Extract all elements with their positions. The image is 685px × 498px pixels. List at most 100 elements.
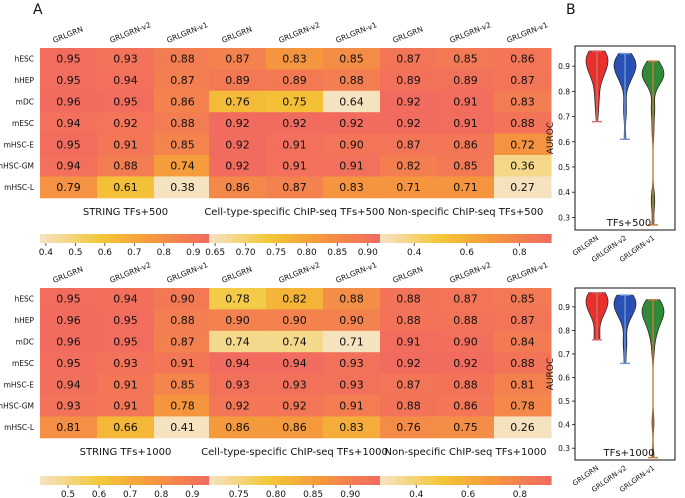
colorbar-segment — [499, 476, 506, 485]
colorbar-segment — [528, 476, 535, 485]
colorbar-tick-label: 0.6 — [461, 490, 476, 498]
heatmap-cell-value: 0.27 — [510, 181, 535, 194]
row-label: mDC — [16, 338, 34, 347]
heatmap-cell-value: 0.83 — [339, 181, 364, 194]
colorbar-segment — [62, 234, 70, 243]
heatmap-cell-value: 0.88 — [453, 314, 478, 327]
heatmap-cell — [266, 133, 324, 156]
heatmap-cell — [380, 176, 438, 199]
heatmap-title: STRING TFs+1000 — [80, 447, 172, 458]
heatmap-cell-value: 0.64 — [339, 96, 364, 109]
colorbar-segment — [193, 234, 201, 243]
heatmap-cell — [40, 69, 98, 92]
colorbar-segment — [114, 234, 121, 243]
heatmap-cell — [323, 69, 381, 92]
heatmap-cell — [494, 112, 552, 135]
heatmap-cell — [40, 416, 98, 439]
colorbar-segment — [482, 234, 489, 243]
heatmap-cell — [154, 112, 212, 135]
colorbar-tick-label: 0.6 — [460, 248, 475, 258]
colorbar-segment — [254, 234, 261, 243]
heatmap-cell — [266, 90, 324, 113]
heatmap-cell-value: 0.86 — [225, 181, 250, 194]
heatmap-cell-value: 0.76 — [225, 96, 250, 109]
heatmap-cell-value: 0.88 — [113, 160, 138, 173]
heatmap-cell — [494, 155, 552, 177]
heatmap-cell-value: 0.95 — [56, 357, 81, 370]
row-label: mESC — [12, 119, 34, 128]
colorbar-segment — [465, 476, 472, 485]
heatmap-cell — [209, 330, 267, 353]
y-tick-label: 0.5 — [558, 163, 570, 172]
colorbar-segment — [476, 234, 484, 243]
heatmap-cell — [437, 309, 495, 332]
colorbar-segment — [182, 476, 189, 485]
heatmap-cell-value: 0.61 — [113, 181, 138, 194]
colorbar-segment — [334, 476, 341, 485]
heatmap-cell-value: 0.88 — [396, 400, 421, 413]
heatmap-cell — [40, 309, 98, 332]
column-label: GRLGRN-v2 — [448, 20, 492, 45]
heatmap-cell — [380, 395, 438, 417]
y-tick-label: 0.6 — [558, 138, 570, 147]
heatmap-cell — [40, 133, 98, 156]
violin-title: TFs+1000 — [603, 448, 655, 459]
heatmap-cell-value: 0.87 — [282, 181, 307, 194]
column-label: GRLGRN — [391, 265, 424, 285]
heatmap-cell — [97, 352, 155, 375]
colorbar-segment — [471, 476, 478, 485]
y-axis-label: AUROC — [546, 358, 556, 390]
heatmap-cell — [380, 416, 438, 439]
heatmap-cell — [323, 288, 381, 310]
colorbar-segment — [57, 476, 64, 485]
colorbar-tick-label: 0.6 — [92, 490, 107, 498]
column-label: GRLGRN-v2 — [277, 20, 321, 45]
heatmap-cell — [494, 90, 552, 113]
colorbar-segment — [114, 476, 121, 485]
heatmap-cell — [154, 352, 212, 375]
colorbar-segment — [148, 234, 155, 243]
heatmap-cell — [209, 176, 267, 199]
heatmap-cell — [40, 176, 98, 199]
heatmap-cell-value: 0.74 — [170, 160, 195, 173]
row-label: mHSC-GM — [0, 402, 34, 411]
heatmap-cell — [209, 133, 267, 156]
heatmap-cell — [40, 330, 98, 353]
heatmap-cell-value: 0.79 — [56, 181, 81, 194]
heatmap-cell-value: 0.92 — [113, 117, 138, 130]
row-label: hHEP — [14, 76, 34, 85]
colorbar-segment — [317, 234, 324, 243]
colorbar-segment — [397, 476, 404, 485]
heatmap-cell — [437, 352, 495, 375]
colorbar-segment — [97, 476, 104, 485]
heatmap-cell-value: 0.90 — [170, 293, 195, 306]
heatmap-cell-value: 0.96 — [56, 96, 81, 109]
colorbar-tick-label: 0.7 — [127, 248, 141, 258]
heatmap-cell-value: 0.91 — [453, 117, 478, 130]
heatmap-cell — [209, 416, 267, 439]
heatmap-cell-value: 0.91 — [113, 138, 138, 151]
heatmap-cell — [380, 352, 438, 375]
colorbar-segment — [374, 234, 381, 243]
heatmap-cell-value: 0.93 — [339, 357, 364, 370]
panel-label-a: A — [33, 2, 43, 18]
heatmap-cell — [323, 352, 381, 375]
colorbar-segment — [226, 476, 233, 485]
row-label: hESC — [15, 295, 35, 304]
heatmap-cell-value: 0.81 — [510, 378, 535, 391]
heatmap-1: 0.95 0.93 0.88 0.95 0.94 0.87 0.96 0.95 0.86 0.94… — [0, 20, 212, 258]
colorbar-segment — [419, 234, 427, 243]
heatmap-cell-value: 0.91 — [282, 160, 307, 173]
colorbar-segment — [248, 476, 256, 485]
heatmap-cell — [323, 373, 381, 396]
colorbar-segment — [159, 476, 166, 485]
heatmap-cell — [323, 155, 381, 177]
colorbar-segment — [328, 476, 335, 485]
column-label: GRLGRN — [220, 265, 253, 285]
colorbar-segment — [79, 234, 87, 243]
colorbar-segment — [119, 476, 127, 485]
column-label: GRLGRN-v1 — [505, 260, 549, 285]
colorbar-segment — [51, 234, 58, 243]
colorbar-segment — [108, 476, 115, 485]
colorbar-segment — [131, 234, 138, 243]
